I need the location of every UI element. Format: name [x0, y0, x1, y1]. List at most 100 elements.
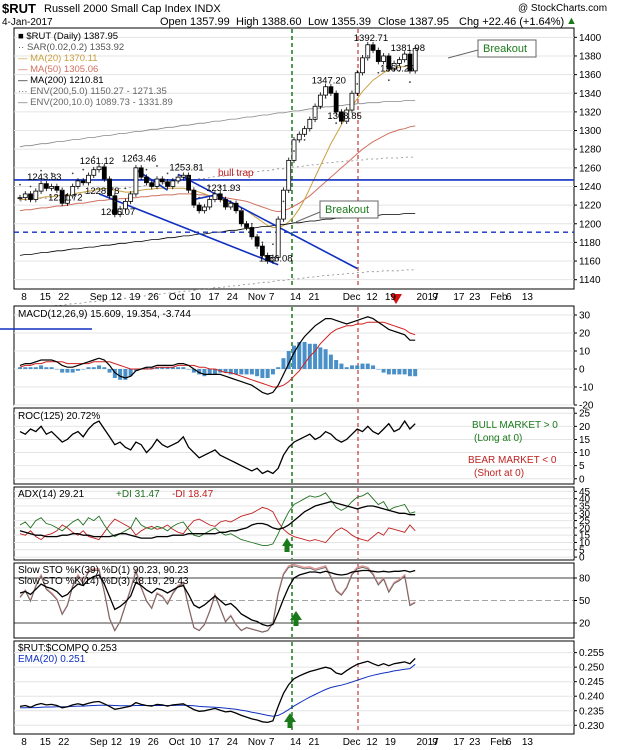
sar-dot [335, 122, 338, 124]
macd-histogram-bar [270, 369, 275, 375]
macd-histogram-bar [392, 369, 397, 375]
xaxis-label-bottom: 12 [111, 737, 123, 748]
macd-histogram-bar [355, 365, 360, 369]
sar-dot [50, 172, 53, 175]
macd-histogram-bar [313, 343, 318, 369]
macd-histogram-bar [91, 367, 96, 369]
symbol: $RUT [2, 1, 36, 16]
xaxis-label-top: 15 [40, 292, 52, 303]
ratio-title: $RUT:$COMPQ 0.253 [18, 643, 117, 654]
legend-entry: ··· ENV(200,5.0) 1150.27 - 1271.35 [18, 86, 167, 97]
candle-body [154, 178, 160, 187]
sar-dot [356, 83, 359, 85]
candle-body [244, 223, 249, 228]
sar-dot [366, 55, 369, 57]
sar-dot [345, 120, 348, 123]
candle-body [270, 256, 276, 262]
xaxis-label-bottom: Dec [343, 737, 361, 748]
green-up-arrow-sto-icon [290, 611, 302, 620]
candle-body [202, 206, 207, 212]
macd-axis-tick-label: 20 [579, 329, 591, 340]
macd-histogram-bar [54, 369, 59, 370]
adx-axis-tick-label: 10 [579, 538, 591, 549]
macd-histogram-bar [123, 369, 128, 380]
macd-histogram-bar [149, 367, 154, 369]
ratio-panel-frame [13, 640, 575, 735]
sar-dot [29, 185, 32, 188]
candle-body [101, 166, 107, 180]
candle-body [180, 174, 186, 178]
candle-body [75, 180, 81, 187]
price-label: 1206.07 [101, 207, 135, 218]
candle-body [349, 92, 355, 111]
bull-trap-label: bull trap [218, 168, 254, 179]
price-label: 1221.72 [48, 193, 82, 204]
price-label: 1360.25 [380, 63, 414, 74]
xaxis-label-top: Nov [248, 292, 266, 303]
candle-body [265, 255, 271, 262]
price-axis-tick-label: 1180 [579, 238, 601, 249]
candle-body [107, 178, 112, 197]
candle-body [360, 57, 365, 74]
xaxis-label-bottom: 21 [308, 737, 320, 748]
macd-histogram-bar [165, 367, 170, 369]
candle-body [328, 86, 334, 94]
ratio-line [19, 657, 416, 724]
macd-histogram-bar [133, 369, 138, 371]
sar-dot [82, 168, 85, 171]
red-down-arrow-icon [390, 294, 402, 304]
xaxis-label-top: 24 [227, 292, 239, 303]
candle-body [228, 202, 234, 208]
candle-body [275, 218, 281, 258]
candle-body [196, 204, 202, 212]
macd-histogram-bar [28, 367, 33, 369]
price-axis-tick-label: 1200 [579, 219, 602, 230]
candle-body [159, 178, 165, 183]
env10-upper-line [19, 100, 416, 148]
xaxis-label-top: 22 [58, 292, 70, 303]
ratio-axis-tick-label: 0.230 [579, 721, 604, 732]
breakout-top-box [477, 39, 537, 58]
adx-axis-tick-label: 25 [579, 516, 591, 527]
macd-histogram-bar [344, 367, 349, 369]
xaxis-label-bottom: 24 [227, 737, 239, 748]
candle-body [296, 133, 302, 141]
sar-dot [324, 97, 327, 99]
macd-histogram-bar [228, 369, 233, 375]
sar-dot [261, 241, 264, 244]
legend-entry: ·· SAR(0.02,0.2) 1353.92 [18, 42, 124, 53]
xaxis-label-top: Sep [90, 292, 108, 303]
sar-dot [61, 189, 64, 192]
candle-body [370, 44, 376, 51]
candle-body [128, 193, 134, 202]
price-axis-tick-label: 1280 [579, 145, 602, 156]
macd-histogram-bar [276, 367, 281, 369]
xaxis-label-bottom: 2017 [416, 737, 439, 748]
candle-body [70, 186, 76, 197]
macd-histogram-bar [260, 369, 265, 378]
legend-entry: — MA(20) 1370.11 [18, 53, 98, 64]
sar-dot [124, 187, 127, 190]
sar-dot [387, 79, 390, 82]
candle-body [281, 189, 286, 220]
breakout-top-label: Breakout [483, 43, 527, 55]
macd-histogram-bar [176, 367, 181, 369]
candle-body [354, 72, 360, 94]
ma20-line [20, 64, 416, 228]
macd-histogram-bar [155, 367, 159, 369]
xaxis-label-top: 8 [21, 292, 27, 303]
macd-histogram-bar [249, 369, 254, 375]
macd-histogram-bar [376, 369, 381, 370]
price-label: 1392.71 [354, 33, 388, 44]
roc-panel-frame [13, 407, 575, 485]
macd-histogram-bar [181, 367, 186, 369]
price-label: 1381.98 [391, 43, 425, 54]
macd-histogram-bar [297, 342, 302, 369]
candle-body [165, 181, 170, 187]
macd-histogram-bar [234, 369, 239, 375]
ratio-axis-tick-label: 0.235 [579, 706, 604, 717]
macd-histogram-bar [212, 369, 217, 375]
sar-dot [229, 189, 232, 192]
xaxis-label-bottom: Nov [248, 737, 266, 748]
ratio-axis-tick-label: 0.250 [579, 663, 604, 674]
